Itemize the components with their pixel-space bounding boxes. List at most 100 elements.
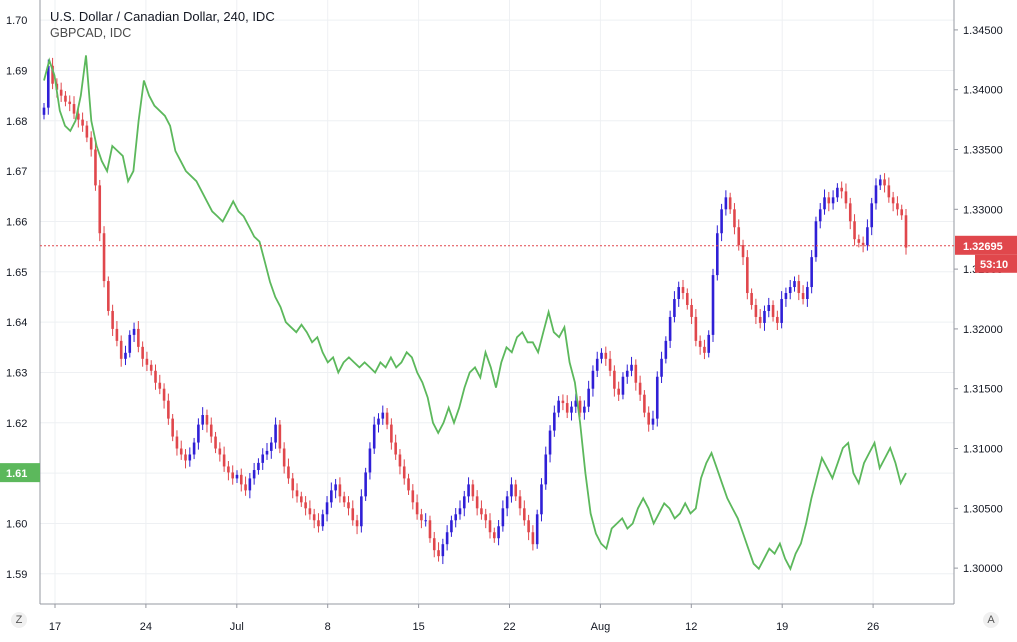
candle-body bbox=[205, 415, 209, 425]
candle-body bbox=[184, 454, 187, 461]
candle-body bbox=[870, 203, 873, 228]
candle-body bbox=[51, 65, 54, 84]
candle-body bbox=[887, 185, 891, 198]
candle-body bbox=[432, 538, 436, 551]
candle-body bbox=[827, 197, 831, 204]
candle-body bbox=[793, 281, 796, 288]
candle-body bbox=[733, 209, 736, 228]
candle-body bbox=[64, 95, 67, 102]
candle-body bbox=[480, 508, 483, 515]
auto-scale-left-button[interactable]: Z bbox=[11, 612, 27, 628]
candle-body bbox=[771, 304, 775, 317]
candle-body bbox=[304, 502, 307, 509]
candle-body bbox=[437, 550, 440, 557]
candle-body bbox=[754, 304, 758, 317]
right-axis-tick-label: 1.33000 bbox=[963, 204, 1003, 216]
x-axis-tick-label: 15 bbox=[412, 621, 424, 633]
x-axis-tick-label: Aug bbox=[591, 621, 611, 633]
candle-body bbox=[673, 299, 676, 317]
candle-body bbox=[462, 496, 466, 509]
candle-body bbox=[287, 466, 290, 479]
candle-body bbox=[488, 520, 492, 533]
candle-body bbox=[647, 412, 650, 425]
candle-body bbox=[814, 221, 818, 258]
last-price-label-bg bbox=[955, 235, 1017, 255]
candle-body bbox=[72, 104, 76, 114]
candle-body bbox=[115, 328, 119, 341]
candle-body bbox=[557, 400, 560, 413]
left-axis-tick-label: 1.68 bbox=[6, 116, 27, 128]
candle-body bbox=[227, 466, 230, 473]
candle-body bbox=[583, 406, 586, 413]
candle-body bbox=[162, 388, 166, 401]
candle-body bbox=[119, 340, 123, 359]
candle-body bbox=[823, 197, 826, 210]
candle-body bbox=[89, 137, 93, 150]
candle-body bbox=[308, 508, 312, 515]
candle-body bbox=[591, 370, 595, 389]
candle-body bbox=[694, 316, 698, 341]
candle-body bbox=[192, 442, 196, 455]
right-axis-tick-label: 1.34000 bbox=[963, 85, 1003, 97]
candle-body bbox=[574, 400, 578, 407]
last-price-label: 1.32695 bbox=[963, 241, 1003, 253]
right-axis-tick-label: 1.30000 bbox=[963, 563, 1003, 575]
candle-body bbox=[137, 328, 140, 347]
candle-body bbox=[257, 462, 260, 471]
candle-body bbox=[840, 187, 843, 192]
candle-body bbox=[445, 532, 449, 545]
candle-body bbox=[600, 352, 603, 359]
candle-body bbox=[475, 496, 479, 509]
candle-body bbox=[501, 508, 505, 527]
candle-body bbox=[497, 526, 500, 539]
candle-body bbox=[776, 316, 779, 323]
candle-body bbox=[377, 418, 380, 425]
candle-body bbox=[595, 358, 599, 371]
candle-body bbox=[861, 242, 865, 246]
candle-body bbox=[857, 239, 861, 243]
candle-body bbox=[411, 490, 415, 503]
candle-body bbox=[681, 287, 685, 294]
candle-body bbox=[398, 454, 402, 467]
candle-body bbox=[372, 424, 376, 449]
candle-body bbox=[107, 281, 110, 311]
candle-body bbox=[124, 352, 127, 359]
candle-body bbox=[458, 508, 462, 515]
candle-body bbox=[265, 450, 269, 455]
right-axis-tick-label: 1.33500 bbox=[963, 145, 1003, 157]
candle-body bbox=[621, 376, 625, 395]
candle-body bbox=[544, 454, 548, 485]
candle-body bbox=[197, 424, 200, 443]
auto-scale-right-button[interactable]: A bbox=[983, 612, 999, 628]
candle-body bbox=[252, 470, 256, 479]
left-axis-tick-label: 1.60 bbox=[6, 518, 27, 530]
candle-body bbox=[797, 281, 801, 294]
left-axis-tick-label: 1.65 bbox=[6, 267, 27, 279]
candle-body bbox=[818, 209, 822, 222]
candle-body bbox=[578, 400, 582, 413]
candle-body bbox=[450, 520, 453, 533]
candle-body bbox=[390, 424, 393, 443]
x-axis-tick-label: 19 bbox=[776, 621, 788, 633]
candle-body bbox=[244, 484, 247, 491]
candle-body bbox=[685, 293, 689, 305]
right-axis-tick-label: 1.30500 bbox=[963, 503, 1003, 515]
candle-body bbox=[617, 388, 620, 395]
candle-body bbox=[394, 442, 397, 455]
x-axis-tick-label: 24 bbox=[140, 621, 152, 633]
candle-body bbox=[321, 514, 325, 527]
candle-body bbox=[312, 514, 316, 521]
x-axis-tick-label: 26 bbox=[867, 621, 879, 633]
compare-symbol-label: GBPCAD, IDC bbox=[50, 26, 132, 40]
candle-body bbox=[801, 293, 805, 300]
left-axis-tick-label: 1.64 bbox=[6, 317, 27, 329]
x-axis-tick-label: 12 bbox=[685, 621, 697, 633]
candle-body bbox=[145, 358, 149, 365]
candle-body bbox=[402, 466, 406, 479]
candle-body bbox=[561, 400, 565, 404]
candle-body bbox=[171, 418, 174, 437]
candle-body bbox=[810, 257, 813, 288]
candle-body bbox=[42, 107, 46, 115]
